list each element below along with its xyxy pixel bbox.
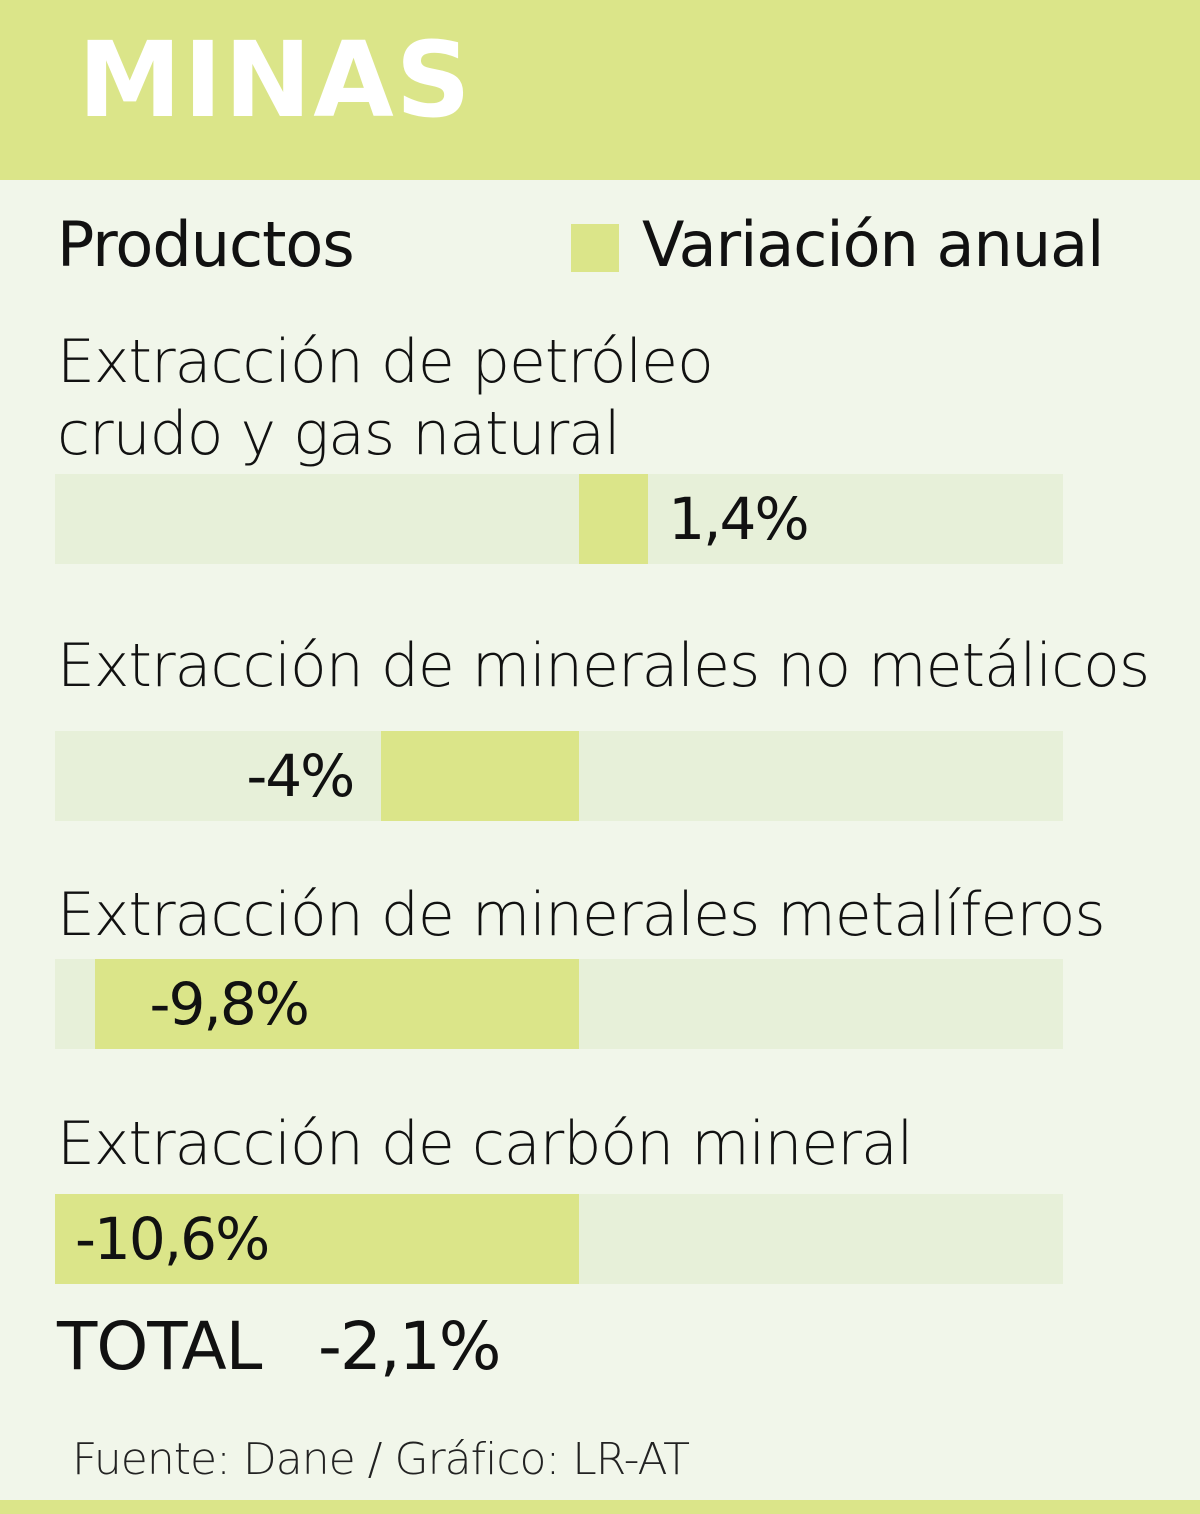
- bar-track-3: -10,6%: [55, 1194, 1063, 1284]
- products-column-label: Productos: [57, 208, 355, 281]
- bar-track-0: 1,4%: [55, 474, 1063, 564]
- bar-2: [94, 959, 579, 1049]
- bar-0: [579, 474, 649, 564]
- legend-label: Variación anual: [642, 208, 1104, 281]
- category-label-0-line-2: crudo y gas natural: [57, 399, 621, 469]
- category-label-0: Extracción de petróleo crudo y gas natur…: [57, 326, 714, 470]
- bar-value-label-2: -9,8%: [149, 970, 310, 1038]
- legend-swatch: [571, 224, 619, 272]
- category-label-0-line-1: Extracción de petróleo: [57, 327, 714, 397]
- bar-value-label-3: -10,6%: [75, 1205, 270, 1273]
- header-banner: MINAS: [0, 0, 1200, 180]
- page-title: MINAS: [78, 19, 473, 141]
- bar-track-1: -4%: [55, 731, 1063, 821]
- category-label-1: Extracción de minerales no metálicos: [57, 631, 1150, 701]
- total-label: TOTAL: [57, 1308, 262, 1385]
- total-value: -2,1%: [318, 1308, 501, 1385]
- bar-3: [55, 1194, 579, 1284]
- bottom-rule: [0, 1500, 1200, 1514]
- source-credit: Fuente: Dane / Gráfico: LR-AT: [72, 1434, 690, 1485]
- category-label-3: Extracción de carbón mineral: [57, 1109, 913, 1179]
- bar-value-label-1: -4%: [246, 742, 355, 810]
- bar-1: [381, 731, 579, 821]
- bar-track-2: -9,8%: [55, 959, 1063, 1049]
- category-label-2: Extracción de minerales metalíferos: [57, 880, 1106, 950]
- bar-value-label-0: 1,4%: [668, 485, 809, 553]
